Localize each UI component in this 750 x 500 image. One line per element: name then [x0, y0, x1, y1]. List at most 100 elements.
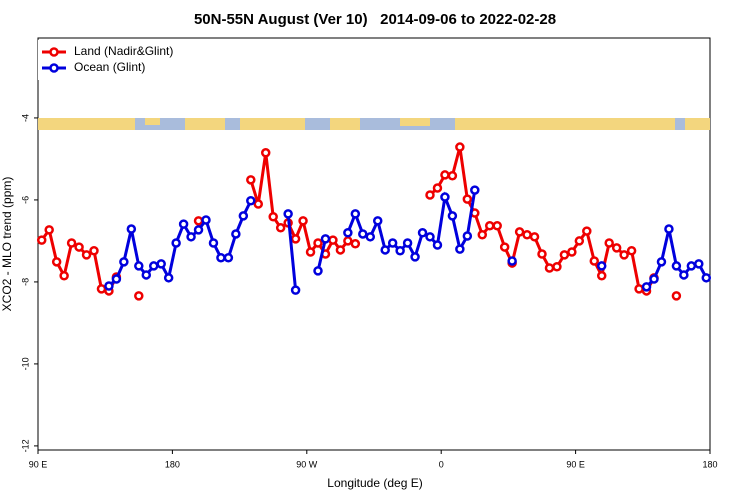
data-point: [514, 227, 525, 237]
data-point: [417, 227, 428, 238]
data-point: [111, 274, 122, 284]
data-point: [462, 231, 473, 241]
data-point: [51, 257, 62, 267]
data-point: [477, 230, 488, 240]
data-point: [350, 209, 361, 219]
x-tick-label: 90 E: [29, 459, 48, 469]
data-point: [649, 274, 659, 284]
data-point: [694, 259, 704, 269]
map-strip: [38, 118, 710, 130]
data-point: [611, 243, 622, 253]
data-point: [238, 211, 249, 221]
data-point: [462, 194, 473, 204]
data-point: [447, 170, 458, 181]
data-point: [582, 226, 592, 236]
legend: [38, 40, 188, 80]
data-point: [484, 221, 495, 231]
data-point: [178, 219, 189, 229]
data-point: [290, 234, 301, 244]
data-point: [343, 236, 353, 246]
data-point: [671, 261, 682, 271]
data-point: [537, 249, 547, 259]
data-point: [81, 250, 92, 260]
data-point: [664, 224, 674, 234]
data-point: [246, 196, 256, 206]
data-point: [36, 235, 47, 245]
legend-label: Land (Nadir&Glint): [74, 44, 173, 58]
data-point: [298, 216, 308, 226]
data-point: [701, 273, 712, 283]
data-point: [671, 291, 682, 301]
data-point: [163, 273, 174, 283]
data-point: [96, 284, 107, 294]
data-point: [455, 244, 465, 254]
data-point: [544, 263, 555, 273]
data-point: [574, 236, 585, 246]
data-point: [425, 190, 435, 200]
data-point: [350, 239, 361, 249]
data-point: [447, 211, 458, 221]
x-axis-label: Longitude (deg E): [327, 476, 422, 490]
data-point: [201, 215, 211, 225]
data-point: [66, 238, 77, 248]
data-point: [148, 261, 159, 271]
x-tick-label: 180: [702, 459, 717, 469]
data-point: [686, 261, 697, 271]
data-point: [119, 257, 129, 267]
data-point: [529, 232, 540, 242]
data-point: [320, 234, 331, 244]
data-point: [89, 246, 99, 256]
data-point: [305, 247, 316, 257]
data-point: [156, 259, 166, 269]
data-point: [425, 232, 435, 242]
data-point: [559, 250, 570, 260]
y-axis-label: XCO2 - MLO trend (ppm): [0, 177, 14, 312]
data-point: [410, 252, 420, 262]
data-point: [626, 246, 637, 256]
data-point: [522, 230, 532, 240]
data-point: [231, 229, 241, 239]
data-point: [492, 221, 502, 231]
data-point: [596, 261, 607, 271]
data-point: [499, 242, 510, 252]
data-point: [104, 281, 114, 291]
data-point: [186, 232, 196, 242]
legend-marker: [49, 47, 59, 57]
data-point: [126, 224, 137, 234]
data-point: [171, 238, 181, 248]
x-tick-label: 180: [165, 459, 180, 469]
data-point: [552, 262, 562, 272]
data-point: [74, 242, 84, 252]
y-tick-label: -8: [20, 278, 30, 286]
data-point: [596, 271, 607, 281]
x-tick-label: 90 E: [566, 459, 585, 469]
y-tick-label: -6: [20, 196, 30, 204]
data-point: [283, 209, 293, 219]
legend-marker: [49, 63, 59, 73]
data-point: [328, 235, 338, 245]
y-tick-label: -4: [20, 114, 30, 122]
data-point: [432, 240, 443, 250]
data-point: [432, 183, 443, 193]
plot-frame: [37, 37, 711, 451]
data-point: [507, 256, 517, 266]
data-point: [134, 261, 144, 271]
data-point: [656, 257, 667, 267]
data-point: [604, 238, 614, 248]
series-line: [107, 189, 708, 291]
data-point: [246, 175, 256, 185]
data-point: [470, 185, 480, 195]
data-point: [208, 238, 219, 248]
x-tick-label: 0: [439, 459, 444, 469]
data-point: [387, 238, 398, 248]
data-point: [567, 247, 577, 257]
data-point: [634, 284, 644, 294]
data-point: [275, 223, 286, 233]
data-point: [59, 271, 69, 281]
data-point: [679, 270, 689, 280]
data-point: [216, 252, 226, 263]
y-tick-label: -10: [20, 357, 30, 370]
data-point: [313, 238, 323, 248]
data-point: [193, 216, 204, 226]
